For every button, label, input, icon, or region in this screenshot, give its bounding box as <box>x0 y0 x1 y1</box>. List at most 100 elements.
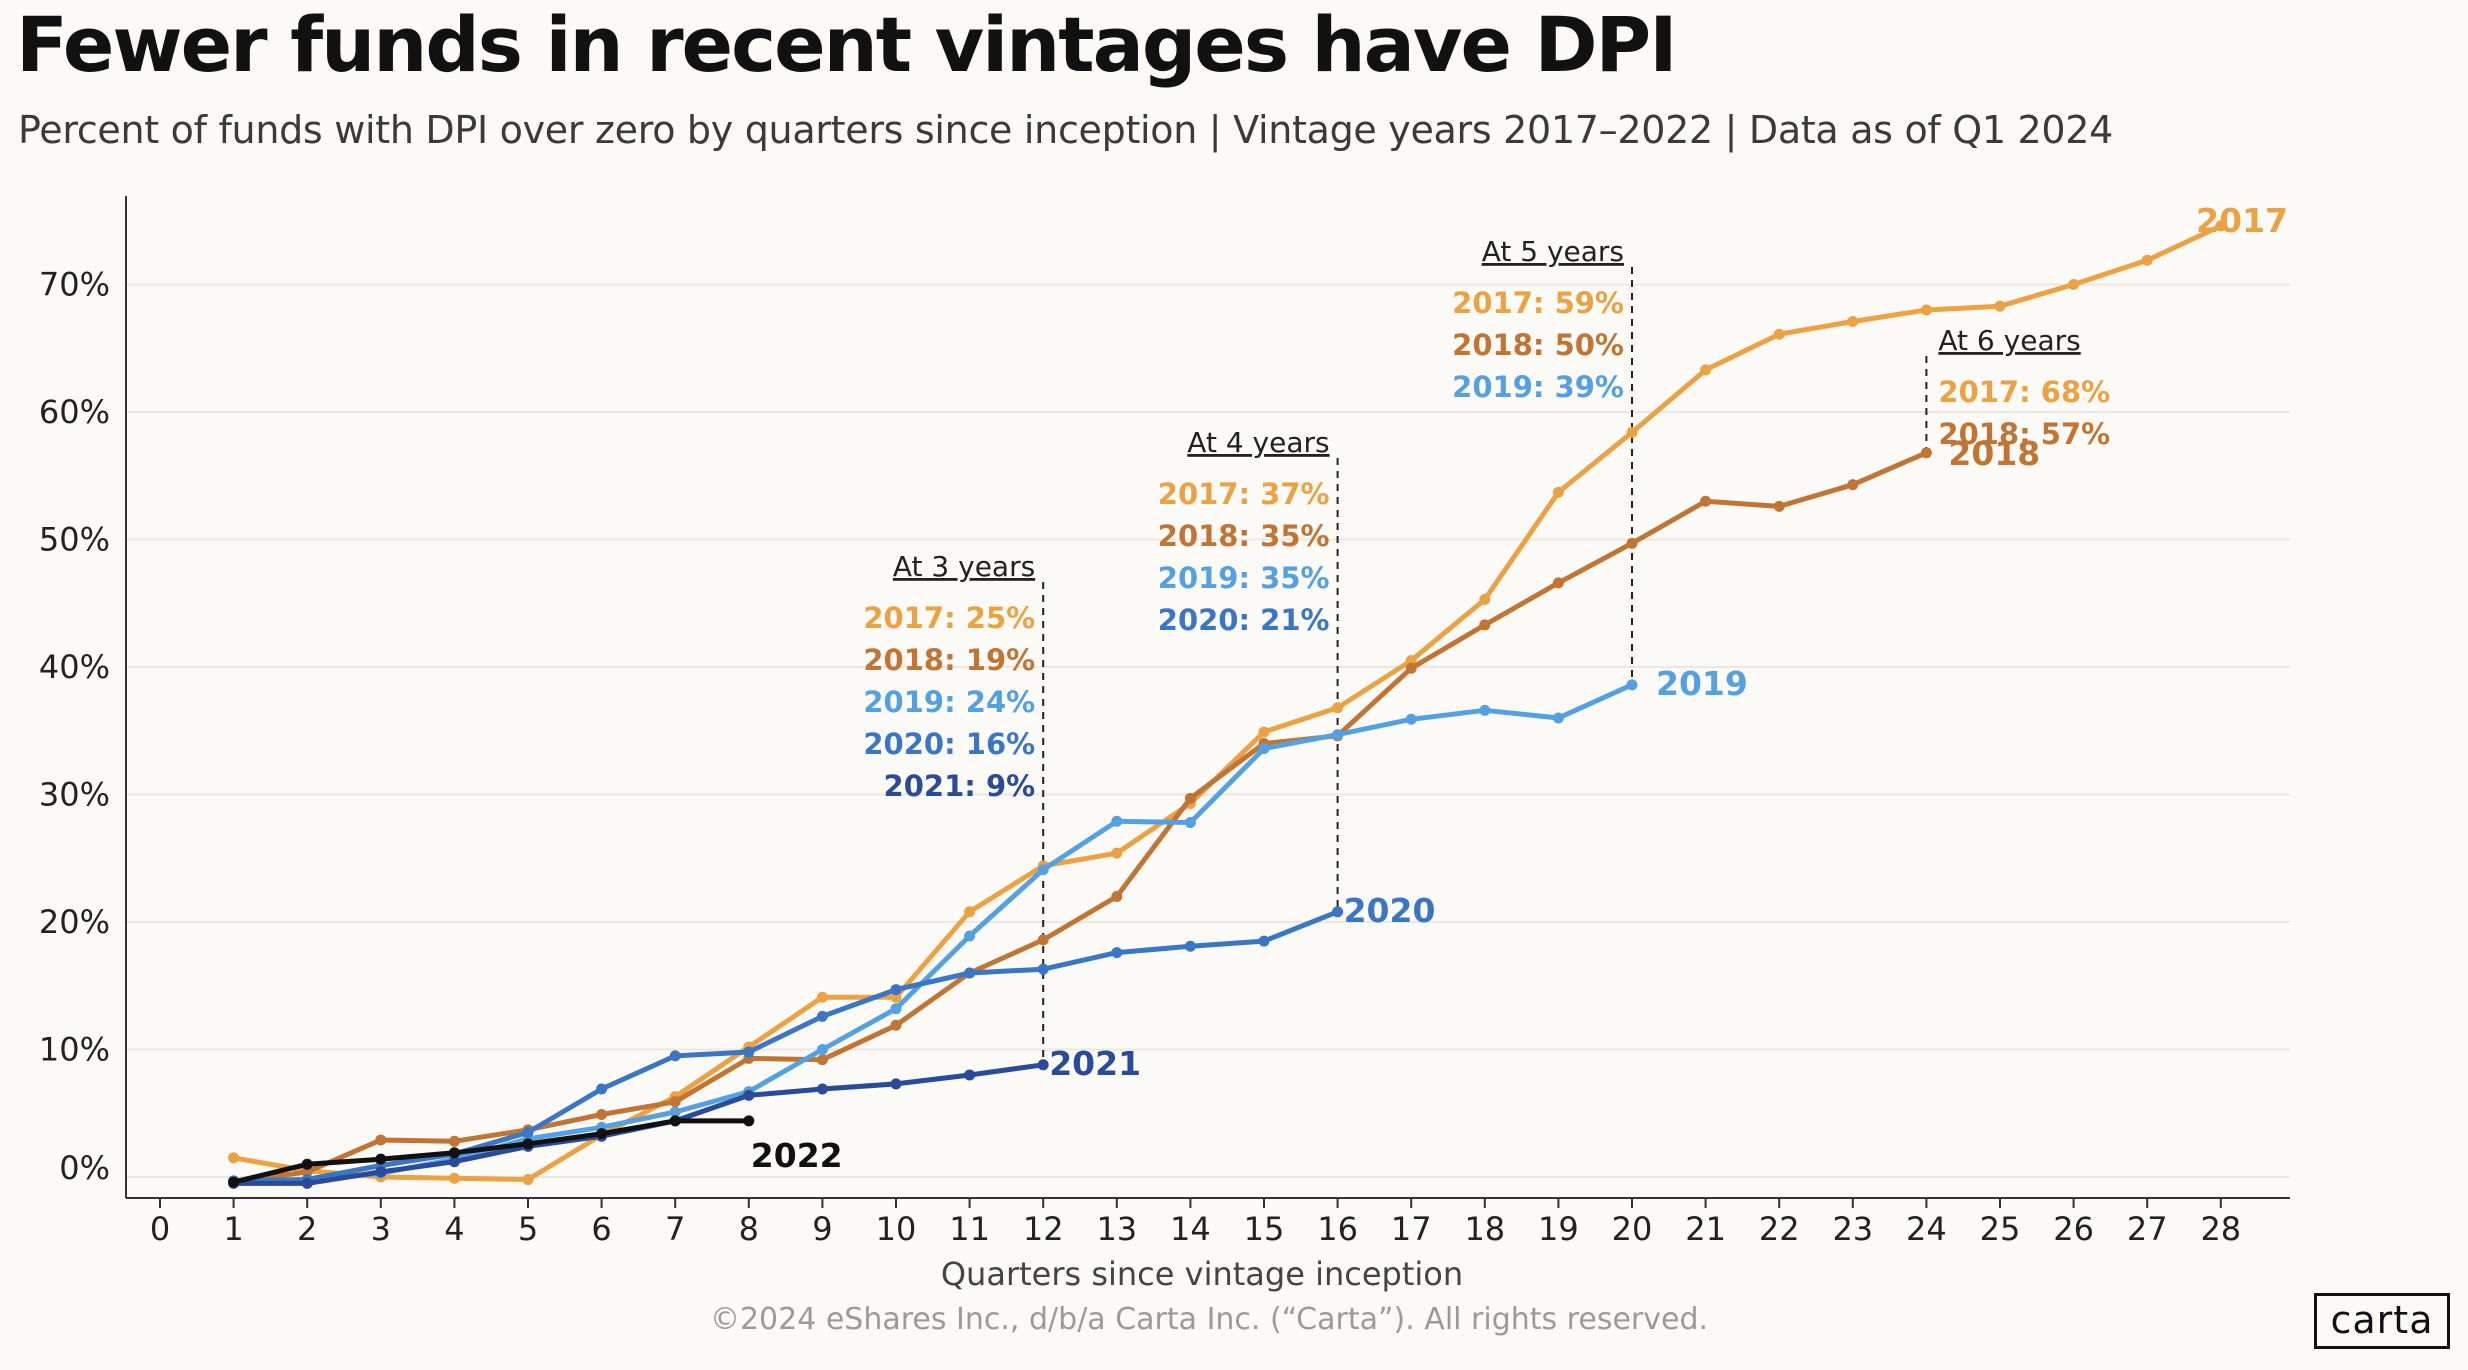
data-point-2022 <box>228 1176 240 1188</box>
x-tick-label: 15 <box>1244 1210 1285 1248</box>
x-tick-label: 3 <box>371 1210 391 1248</box>
y-tick-label: 0% <box>59 1149 110 1187</box>
annotation-heading: At 6 years <box>1938 324 2080 357</box>
data-point-2019 <box>1037 864 1049 876</box>
data-point-2022 <box>596 1128 608 1140</box>
carta-logo: carta <box>2314 1293 2450 1349</box>
data-point-2021 <box>890 1078 902 1090</box>
x-tick-label: 10 <box>876 1210 917 1248</box>
series-lines <box>228 220 2227 1189</box>
data-point-2017 <box>1847 315 1859 327</box>
data-point-2022 <box>375 1153 387 1165</box>
series-label-2020: 2020 <box>1344 891 1436 930</box>
data-point-2019 <box>1552 712 1564 724</box>
annotations: At 3 years 2017: 25% 2018: 19% 2019: 24% 202… <box>863 235 2110 803</box>
data-point-2018 <box>1111 891 1123 902</box>
chart-title: Fewer funds in recent vintages have DPI <box>16 0 1678 89</box>
annotation-value: 2019: 24% <box>863 685 1035 719</box>
x-tick-label: 22 <box>1759 1210 1800 1248</box>
data-point-2019 <box>1626 679 1638 691</box>
data-point-2018 <box>890 1019 902 1031</box>
x-tick-label: 17 <box>1391 1210 1432 1248</box>
data-point-2021 <box>301 1177 313 1189</box>
data-point-2020 <box>890 984 902 996</box>
data-point-2022 <box>522 1138 534 1150</box>
x-tick-label: 4 <box>444 1210 464 1248</box>
series-line-2020 <box>231 909 1341 1184</box>
data-point-2019 <box>964 930 976 942</box>
data-point-2020 <box>964 967 976 979</box>
data-point-2021 <box>743 1089 755 1101</box>
x-tick-label: 18 <box>1464 1210 1505 1248</box>
data-point-2018 <box>669 1096 681 1108</box>
data-point-2019 <box>1479 704 1491 716</box>
data-point-2017 <box>2141 254 2153 266</box>
data-point-2020 <box>1258 935 1270 947</box>
data-point-2017 <box>522 1174 534 1186</box>
x-tick-label: 13 <box>1096 1210 1137 1248</box>
data-point-2021 <box>448 1156 460 1168</box>
data-point-2017 <box>1773 328 1785 340</box>
annotation-value: 2018: 35% <box>1158 519 1330 553</box>
data-point-2017 <box>1920 304 1932 316</box>
data-point-2022 <box>448 1147 460 1159</box>
x-tick-label: 14 <box>1170 1210 1211 1248</box>
data-point-2017 <box>890 991 902 1003</box>
annotation-value: 2020: 21% <box>1158 603 1330 637</box>
copyright-footer: ©2024 eShares Inc., d/b/a Carta Inc. (“C… <box>709 1302 1709 1337</box>
data-point-2020 <box>1184 940 1196 952</box>
data-point-2019 <box>890 1003 902 1015</box>
data-point-2017 <box>816 991 828 1003</box>
x-tick-label: 21 <box>1685 1210 1726 1248</box>
annotation-value: 2017: 37% <box>1158 477 1330 511</box>
data-point-2021 <box>375 1166 387 1178</box>
data-point-2019 <box>816 1044 828 1055</box>
data-point-2022 <box>743 1115 755 1127</box>
chart-subtitle: Percent of funds with DPI over zero by q… <box>18 108 2114 152</box>
series-label-2018: 2018 <box>1948 434 2040 473</box>
series-label-2019: 2019 <box>1656 664 1748 703</box>
annotation-heading: At 3 years <box>893 550 1035 583</box>
data-point-2018 <box>375 1134 387 1146</box>
data-point-2020 <box>1037 963 1049 975</box>
data-point-2019 <box>1184 817 1196 829</box>
data-point-2018 <box>1700 495 1712 507</box>
x-tick-label: 16 <box>1317 1210 1358 1248</box>
data-point-2018 <box>1552 577 1564 589</box>
grid-lines <box>126 283 2290 1178</box>
data-point-2017 <box>1479 593 1491 605</box>
x-tick-label: 26 <box>2053 1210 2094 1248</box>
x-tick-label: 20 <box>1612 1210 1653 1248</box>
x-tick-label: 0 <box>150 1210 170 1248</box>
x-tick-label: 1 <box>223 1210 243 1248</box>
data-point-2018 <box>448 1135 460 1147</box>
data-point-2018 <box>816 1054 828 1066</box>
series-line-2019 <box>231 682 1635 1185</box>
data-point-2017 <box>1552 486 1564 498</box>
data-point-2017 <box>1626 426 1638 438</box>
series-label-2022: 2022 <box>751 1136 843 1175</box>
data-point-2019 <box>1332 729 1344 741</box>
x-tick-label: 28 <box>2200 1210 2241 1248</box>
y-tick-label: 40% <box>39 648 110 686</box>
data-point-2017 <box>228 1152 240 1164</box>
data-point-2018 <box>1847 479 1859 491</box>
annotation-value: 2017: 59% <box>1452 286 1624 320</box>
annotation-value: 2020: 16% <box>863 727 1035 761</box>
series-label-2017: 2017 <box>2196 201 2288 240</box>
annotation-heading: At 4 years <box>1187 426 1329 459</box>
data-point-2020 <box>816 1010 828 1022</box>
data-point-2020 <box>1111 947 1123 959</box>
axes <box>125 196 2290 1208</box>
x-axis-label: Quarters since vintage inception <box>941 1255 1463 1293</box>
x-tick-label: 27 <box>2127 1210 2168 1248</box>
y-tick-label: 70% <box>39 266 110 304</box>
series-line-2018 <box>231 450 1929 1185</box>
data-point-2018 <box>1405 662 1417 674</box>
data-point-2017 <box>1258 726 1270 738</box>
annotation-value: 2019: 35% <box>1158 561 1330 595</box>
data-point-2020 <box>743 1046 755 1058</box>
x-tick-label: 24 <box>1906 1210 1947 1248</box>
data-point-2017 <box>1405 655 1417 667</box>
